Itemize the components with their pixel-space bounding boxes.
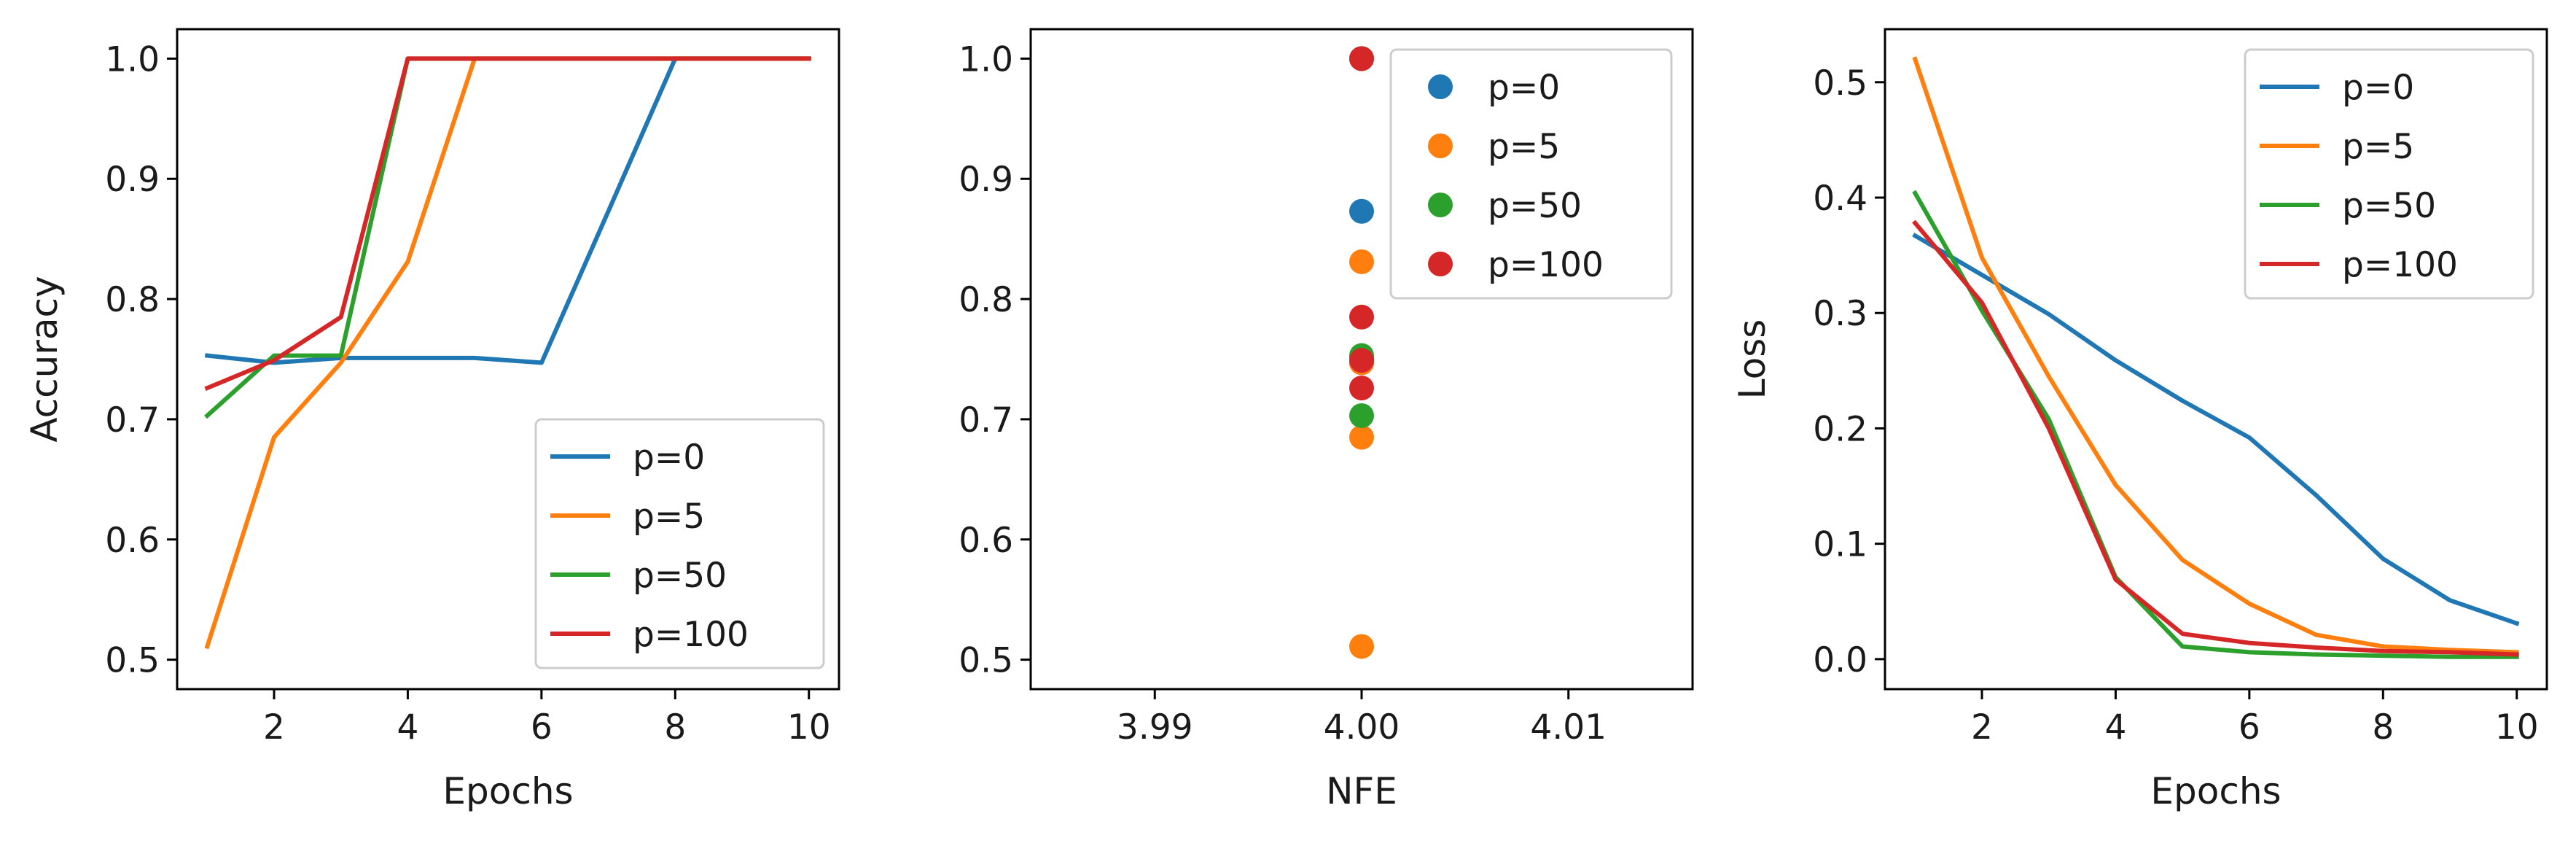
y-tick-label: 0.6 xyxy=(105,521,160,561)
x-axis-label: NFE xyxy=(1326,770,1397,812)
y-tick-label: 1.0 xyxy=(105,39,160,79)
y-axis-label: Accuracy xyxy=(23,276,66,442)
y-tick-label: 1.0 xyxy=(959,39,1013,79)
x-tick-label: 10 xyxy=(2495,707,2539,747)
scatter-point-p=5 xyxy=(1349,634,1374,659)
legend-label: p=50 xyxy=(2342,186,2436,226)
y-tick-label: 0.3 xyxy=(1813,294,1867,334)
y-tick-label: 0.5 xyxy=(105,641,160,681)
x-tick-label: 4.01 xyxy=(1530,707,1607,747)
x-tick-label: 4 xyxy=(397,707,418,747)
x-tick-label: 8 xyxy=(2372,707,2394,747)
x-tick-label: 4.00 xyxy=(1324,707,1400,747)
legend-swatch-p=100 xyxy=(1428,252,1453,276)
y-tick-label: 0.7 xyxy=(959,400,1013,440)
x-tick-label: 4 xyxy=(2104,707,2126,747)
axes-frame xyxy=(1884,28,2548,691)
scatter-point-p=100 xyxy=(1349,304,1374,330)
axes-frame xyxy=(176,28,840,691)
scatter-point-p=0 xyxy=(1349,198,1374,224)
legend: p=0 p=5 p=50 p=100 xyxy=(534,418,825,669)
data-marks xyxy=(204,56,811,650)
data-marks xyxy=(1912,56,2520,659)
legend-label: p=50 xyxy=(633,556,727,596)
x-tick-label: 3.99 xyxy=(1117,707,1193,747)
legend-swatch-p=5 xyxy=(1428,133,1453,158)
legend-swatch-p=0 xyxy=(1428,74,1453,99)
y-tick-label: 0.8 xyxy=(959,280,1013,320)
legend: p=0 p=5 p=50 p=100 xyxy=(2244,48,2534,300)
legend-label: p=100 xyxy=(1488,245,1604,285)
y-tick-label: 0.4 xyxy=(1813,179,1867,219)
y-tick-label: 0.1 xyxy=(1813,525,1867,565)
series-line-p=100 xyxy=(1912,220,2519,657)
legend-frame xyxy=(2244,48,2534,300)
y-tick-label: 0.6 xyxy=(959,521,1013,561)
chart-panel-3: 2 4 6 8 10 0.0 0.1 0.2 0.3 0.4 0.5 Epochs Loss p=0 p=5… xyxy=(1731,28,2548,812)
legend: p=0 p=5 p=50 p=100 xyxy=(1389,48,1673,300)
scatter-point-p=50 xyxy=(1349,403,1374,428)
x-tick-label: 6 xyxy=(2239,707,2260,747)
legend-label: p=0 xyxy=(1488,68,1560,108)
legend-label: p=5 xyxy=(2342,127,2414,167)
y-tick-label: 0.0 xyxy=(1813,640,1867,680)
scatter-point-p=100 xyxy=(1349,348,1374,373)
x-tick-label: 6 xyxy=(531,707,553,747)
legend-label: p=5 xyxy=(633,497,705,537)
series-line-p=5 xyxy=(1912,56,2519,655)
legend-swatch-p=50 xyxy=(1428,193,1453,217)
x-tick-label: 2 xyxy=(263,707,285,747)
y-tick-label: 0.8 xyxy=(105,280,160,320)
x-tick-label: 10 xyxy=(787,707,831,747)
chart-panel-2: 3.99 4.00 4.010.50.60.70.80.91.0NFEp=0p=5p… xyxy=(959,28,1694,812)
legend-label: p=0 xyxy=(2342,68,2414,108)
y-tick-label: 0.9 xyxy=(105,160,160,200)
y-tick-label: 0.5 xyxy=(1813,63,1867,104)
x-axis-label: Epochs xyxy=(442,770,573,812)
legend-label: p=100 xyxy=(633,615,749,655)
y-tick-label: 0.7 xyxy=(105,400,160,440)
x-tick-label: 8 xyxy=(664,707,686,747)
series-line-p=0 xyxy=(1912,233,2520,626)
chart-panel-1: 2 4 6 8 10 0.5 0.6 0.7 0.8 0.9 1.0 Epochs Accuracy p=… xyxy=(23,28,840,812)
x-axis-label: Epochs xyxy=(2150,770,2281,812)
y-tick-label: 0.2 xyxy=(1813,409,1867,449)
scatter-point-p=5 xyxy=(1349,424,1374,450)
legend-label: p=100 xyxy=(2342,245,2458,285)
data-marks xyxy=(1349,46,1374,659)
legend-frame xyxy=(534,418,825,669)
y-axis-label: Loss xyxy=(1731,319,1773,400)
series-line-p=100 xyxy=(204,56,811,392)
legend-frame xyxy=(1389,48,1673,300)
y-tick-label: 0.5 xyxy=(959,641,1013,681)
legend-label: p=50 xyxy=(1488,186,1582,226)
scatter-point-p=5 xyxy=(1349,249,1374,274)
legend-label: p=5 xyxy=(1488,127,1560,167)
y-tick-label: 0.9 xyxy=(959,160,1013,200)
scatter-point-p=100 xyxy=(1349,376,1374,401)
legend-label: p=0 xyxy=(633,438,705,478)
scatter-point-p=100 xyxy=(1349,46,1374,71)
x-tick-label: 2 xyxy=(1971,707,1993,747)
